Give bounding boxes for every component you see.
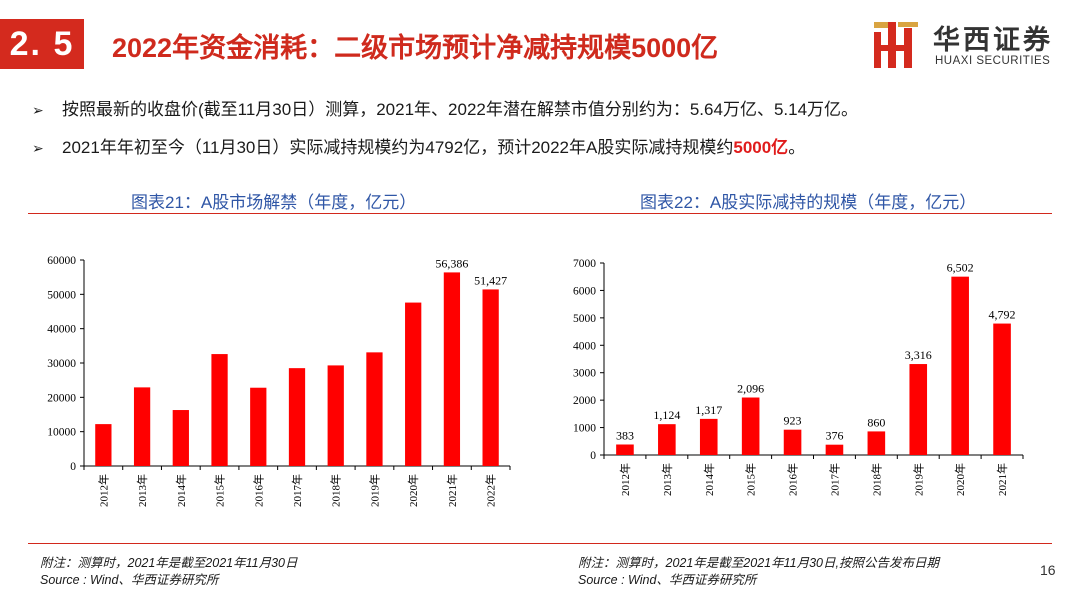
bar <box>699 418 718 455</box>
logo-text-en: HUAXI SECURITIES <box>935 55 1051 67</box>
bar <box>405 302 422 466</box>
data-label: 3,316 <box>905 348 932 362</box>
data-label: 1,317 <box>695 403 722 417</box>
data-label: 383 <box>616 428 634 442</box>
bar <box>482 289 499 466</box>
y-tick-label: 4000 <box>573 340 596 352</box>
bar <box>909 364 928 455</box>
bar <box>616 444 634 455</box>
data-label: 2,096 <box>737 382 764 396</box>
bullet-2: ➢ 2021年年初至今（11月30日）实际减持规模约为4792亿，预计2022年A… <box>32 133 805 158</box>
x-tick-label: 2017年 <box>827 463 841 496</box>
x-tick-label: 2021年 <box>995 463 1009 496</box>
page-title: 2022年资金消耗：二级市场预计净减持规模5000亿 <box>112 33 719 63</box>
chart-unlock-scale: 0 10000 20000 30000 40000 50000 60000 2012年 2013… <box>47 255 511 507</box>
x-tick-label: 2019年 <box>911 463 925 496</box>
note-right: 附注：测算时，2021年是截至2021年11月30日,按照公告发布日期 Sour… <box>578 555 939 589</box>
x-tick-label: 2014年 <box>174 474 188 507</box>
data-label: 376 <box>825 429 843 443</box>
huaxi-logo-icon <box>874 22 918 68</box>
bar <box>993 323 1011 455</box>
x-tick-label: 2020年 <box>406 474 420 507</box>
bullet-1-text: 按照最新的收盘价(截至11月30日）测算，2021年、2022年潜在解禁市值分别… <box>62 100 859 119</box>
bullet-2-highlight: 5000亿 <box>733 138 789 157</box>
bar <box>951 276 969 455</box>
bullet-arrow-icon: ➢ <box>32 140 44 156</box>
y-tick-label: 50000 <box>47 289 76 301</box>
bullet-arrow-icon: ➢ <box>32 102 44 118</box>
note-left: 附注：测算时，2021年是截至2021年11月30日 Source : Wind… <box>40 555 298 589</box>
bar <box>288 368 306 466</box>
x-tick-label: 2021年 <box>445 474 459 507</box>
x-tick-label: 2016年 <box>251 474 265 507</box>
section-badge: 2. 5 <box>0 19 84 69</box>
bar <box>658 424 676 455</box>
y-tick-label: 10000 <box>47 427 76 439</box>
y-tick-label: 3000 <box>573 368 596 380</box>
x-tick-label: 2022年 <box>484 474 498 507</box>
data-label: 4,792 <box>989 308 1016 322</box>
y-tick-label: 20000 <box>47 392 76 404</box>
bar <box>172 410 189 466</box>
x-tick-label: 2013年 <box>135 474 149 507</box>
bar <box>825 444 844 455</box>
bar <box>211 354 228 466</box>
y-tick-label: 6000 <box>573 285 596 297</box>
bar <box>867 431 886 455</box>
y-tick-label: 40000 <box>47 324 76 336</box>
bar <box>133 387 151 466</box>
y-tick-label: 0 <box>70 461 76 473</box>
y-tick-label: 2000 <box>573 395 596 407</box>
note-left-line1: 附注：测算时，2021年是截至2021年11月30日 <box>40 556 298 570</box>
note-right-line1: 附注：测算时，2021年是截至2021年11月30日,按照公告发布日期 <box>578 556 939 570</box>
x-tick-label: 2012年 <box>96 474 110 507</box>
y-tick-label: 60000 <box>47 255 76 267</box>
data-label: 1,124 <box>653 408 680 422</box>
chart-actual-reduction: 0 1000 2000 3000 4000 5000 6000 7000 383 2012年 1,1… <box>573 258 1024 496</box>
chart1-caption: 图表21：A股市场解禁（年度，亿元） <box>131 193 417 212</box>
footer-divider <box>28 543 1052 544</box>
x-tick-label: 2014年 <box>702 463 716 496</box>
bar <box>95 424 112 466</box>
bar <box>250 387 267 466</box>
x-tick-label: 2017年 <box>290 474 304 507</box>
caption-divider <box>28 213 1052 214</box>
x-tick-label: 2018年 <box>869 463 883 496</box>
x-tick-label: 2015年 <box>744 463 758 496</box>
note-right-source: Source : Wind、华西证券研究所 <box>578 573 757 587</box>
data-label: 860 <box>867 415 885 429</box>
x-tick-label: 2013年 <box>660 463 674 496</box>
x-tick-label: 2016年 <box>786 463 800 496</box>
bar <box>366 352 383 466</box>
y-tick-label: 30000 <box>47 358 76 370</box>
page-number: 16 <box>1040 562 1056 578</box>
y-tick-label: 5000 <box>573 313 596 325</box>
bar <box>783 429 802 455</box>
x-tick-label: 2020年 <box>953 463 967 496</box>
x-tick-label: 2015年 <box>213 474 227 507</box>
x-tick-label: 2012年 <box>618 463 632 496</box>
bullet-2-end: 。 <box>788 138 806 157</box>
x-tick-label: 2019年 <box>367 474 381 507</box>
data-label: 56,386 <box>435 256 468 270</box>
bullet-1: ➢ 按照最新的收盘价(截至11月30日）测算，2021年、2022年潜在解禁市值分… <box>32 95 858 120</box>
bar <box>327 365 344 466</box>
note-left-source: Source : Wind、华西证券研究所 <box>40 573 219 587</box>
x-tick-label: 2018年 <box>329 474 343 507</box>
data-label: 6,502 <box>947 261 974 275</box>
data-label: 923 <box>784 414 802 428</box>
y-tick-label: 1000 <box>573 423 596 435</box>
y-tick-label: 0 <box>590 450 596 462</box>
bar <box>443 272 461 466</box>
data-label: 51,427 <box>474 273 507 287</box>
y-tick-label: 7000 <box>573 258 596 270</box>
logo-text-cn: 华西证券 <box>933 25 1053 55</box>
bullet-2-text: 2021年年初至今（11月30日）实际减持规模约为4792亿，预计2022年A股… <box>62 138 734 157</box>
bar <box>741 397 760 455</box>
chart2-caption: 图表22：A股实际减持的规模（年度，亿元） <box>640 193 977 212</box>
